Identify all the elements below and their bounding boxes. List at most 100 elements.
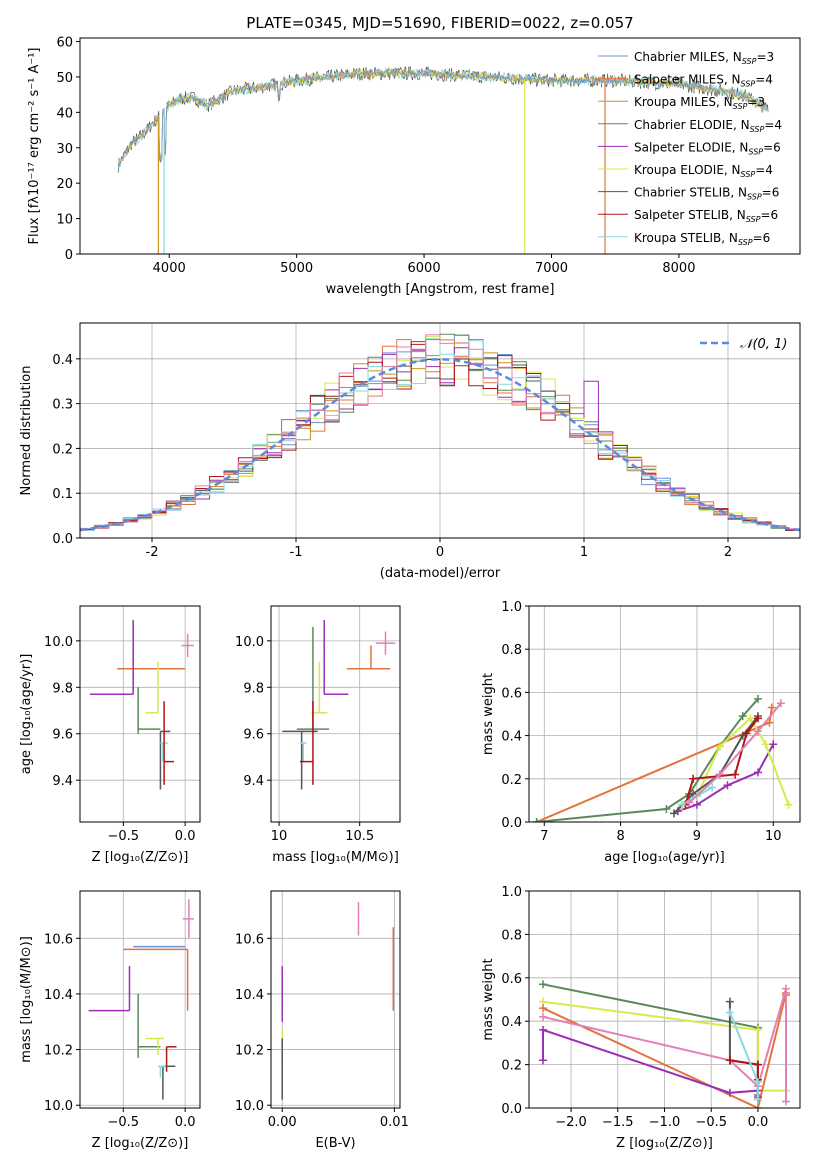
x-tick-label: 5000: [280, 261, 313, 276]
x-axis-label: mass [log₁₀(M/M⊙)]: [272, 850, 399, 865]
panel-weight-vs-age: 7 8 9 10 0.0 0.2 0.4 0.6 0.8 1.0 age [log₁₀(age/yr…: [481, 600, 801, 865]
x-tick-label: 0.0: [748, 1115, 769, 1130]
axes-frame: [270, 890, 401, 1109]
x-tick-label: −0.5: [108, 829, 140, 844]
x-tick-label: 0.0: [175, 829, 196, 844]
panel-mass-vs-EBV: 0.00 0.01 10.0 10.2 10.4 10.6 E(B-V): [235, 890, 409, 1151]
weight-marker: [731, 770, 740, 779]
weight-line: [688, 702, 782, 804]
y-tick-label: 0.4: [501, 1015, 522, 1030]
weight-marker: [754, 714, 763, 723]
panel-residuals: -2 -1 0 1 2 0.0 0.1 0.2 0.3 0.4 (data-model)/error…: [19, 322, 801, 581]
weight-marker: [781, 1097, 790, 1106]
weight-marker: [539, 1004, 548, 1013]
legend-label: 𝒩(0, 1): [740, 337, 787, 352]
y-tick-label: 10.2: [44, 1044, 73, 1059]
y-tick-label: 30: [56, 142, 73, 157]
histogram-series: [80, 334, 800, 530]
weight-marker: [767, 703, 776, 712]
weight-line: [542, 1028, 759, 1098]
weight-marker: [670, 809, 679, 818]
legend-label: Kroupa STELIB, NSSP=6: [634, 231, 770, 247]
x-tick-label: −1.0: [649, 1115, 681, 1130]
legend-label: Salpeter STELIB, NSSP=6: [634, 208, 778, 224]
weight-marker: [753, 1060, 762, 1069]
x-axis-label: (data-model)/error: [380, 566, 501, 581]
weight-marker: [738, 712, 747, 721]
weight-line: [728, 1001, 759, 1100]
y-tick-label: 9.4: [243, 774, 264, 789]
y-tick-label: 10.0: [44, 1099, 73, 1114]
weight-marker: [776, 699, 785, 708]
y-tick-label: 0.8: [501, 643, 522, 658]
weight-marker: [753, 1025, 762, 1034]
axes-frame: [528, 605, 801, 823]
panel-age-vs-mass: 10 10.5 9.4 9.6 9.8 10.0 mass [log₁₀(M/M⊙)]: [235, 605, 401, 865]
plot-area: [80, 333, 800, 532]
x-axis-label: Z [log₁₀(Z/Z⊙)]: [616, 1136, 713, 1151]
y-tick-label: 0.8: [501, 928, 522, 943]
weight-marker: [708, 783, 717, 792]
y-tick-label: 9.4: [52, 774, 73, 789]
weight-marker: [784, 800, 793, 809]
y-tick-label: 10.6: [44, 932, 73, 947]
y-tick-label: 0.0: [52, 532, 73, 547]
legend-label: Chabrier MILES, NSSP=3: [634, 50, 774, 66]
plot-area: [281, 902, 395, 1100]
x-tick-label: 10: [765, 829, 782, 844]
x-tick-label: 10: [271, 829, 288, 844]
plot-area: [88, 899, 194, 1100]
weight-marker: [754, 768, 763, 777]
y-axis-label: Flux [fλ10⁻¹⁷ erg cm⁻² s⁻¹ A⁻¹]: [27, 48, 42, 245]
plot-area: [282, 619, 396, 790]
y-tick-label: 10.2: [235, 1044, 264, 1059]
histogram-series: [80, 343, 800, 531]
x-tick-label: 2: [724, 545, 732, 560]
weight-marker: [753, 1104, 762, 1108]
legend-spectrum: Chabrier MILES, NSSP=3 Salpeter MILES, NS…: [598, 50, 782, 247]
plot-area: [89, 619, 194, 790]
weight-marker: [769, 740, 778, 749]
weight-marker: [662, 805, 671, 814]
y-axis-label: Normed distribution: [19, 366, 34, 496]
y-tick-label: 20: [56, 177, 73, 192]
y-tick-label: 9.8: [52, 681, 73, 696]
figure-title: PLATE=0345, MJD=51690, FIBERID=0022, z=0…: [246, 14, 633, 32]
y-tick-label: 10.0: [235, 1099, 264, 1114]
weight-marker: [725, 997, 734, 1006]
weight-marker: [677, 800, 686, 809]
weight-marker: [761, 740, 770, 749]
y-tick-label: 10.4: [235, 988, 264, 1003]
weight-marker: [753, 1077, 762, 1086]
weight-marker: [692, 800, 701, 809]
weight-marker: [765, 718, 774, 727]
y-tick-label: 0.6: [501, 686, 522, 701]
x-tick-label: 0.00: [268, 1115, 297, 1130]
x-tick-label: 1: [580, 545, 588, 560]
y-tick-label: 10.6: [235, 932, 264, 947]
weight-marker: [689, 774, 698, 783]
y-tick-label: 10.0: [235, 635, 264, 650]
gaussian-curve: [80, 358, 800, 532]
y-tick-label: 0: [65, 248, 73, 263]
weight-marker: [715, 742, 724, 751]
plot-area: [532, 694, 793, 822]
y-axis-label: mass [log₁₀(M/M⊙)]: [19, 936, 34, 1063]
y-tick-label: 0.1: [52, 487, 73, 502]
x-axis-label: Z [log₁₀(Z/Z⊙)]: [92, 1136, 189, 1151]
y-tick-label: 40: [56, 106, 73, 121]
weight-marker: [725, 1056, 734, 1065]
y-tick-label: 0.4: [52, 353, 73, 368]
x-tick-label: 10.5: [345, 829, 374, 844]
weight-marker: [539, 1025, 548, 1034]
y-tick-label: 9.6: [52, 728, 73, 743]
panel-mass-vs-Z: −0.5 0.0 10.0 10.2 10.4 10.6 Z [log₁₀(Z/Z⊙)] ma…: [19, 890, 201, 1151]
y-axis-label: mass weight: [481, 673, 496, 755]
x-tick-label: -1: [290, 545, 303, 560]
panel-weight-vs-Z: −2.0 −1.5 −1.0 −0.5 0.0 0.0 0.2 0.4 0.6 0.8 1.0 Z […: [481, 885, 801, 1151]
y-tick-label: 0.6: [501, 972, 522, 987]
x-tick-label: 0.01: [380, 1115, 409, 1130]
panel-age-vs-Z: −0.5 0.0 9.4 9.6 9.8 10.0 Z [log₁₀(Z/Z⊙)] age […: [19, 605, 201, 865]
x-axis-label: wavelength [Angstrom, rest frame]: [326, 282, 555, 297]
y-tick-label: 60: [56, 36, 73, 51]
